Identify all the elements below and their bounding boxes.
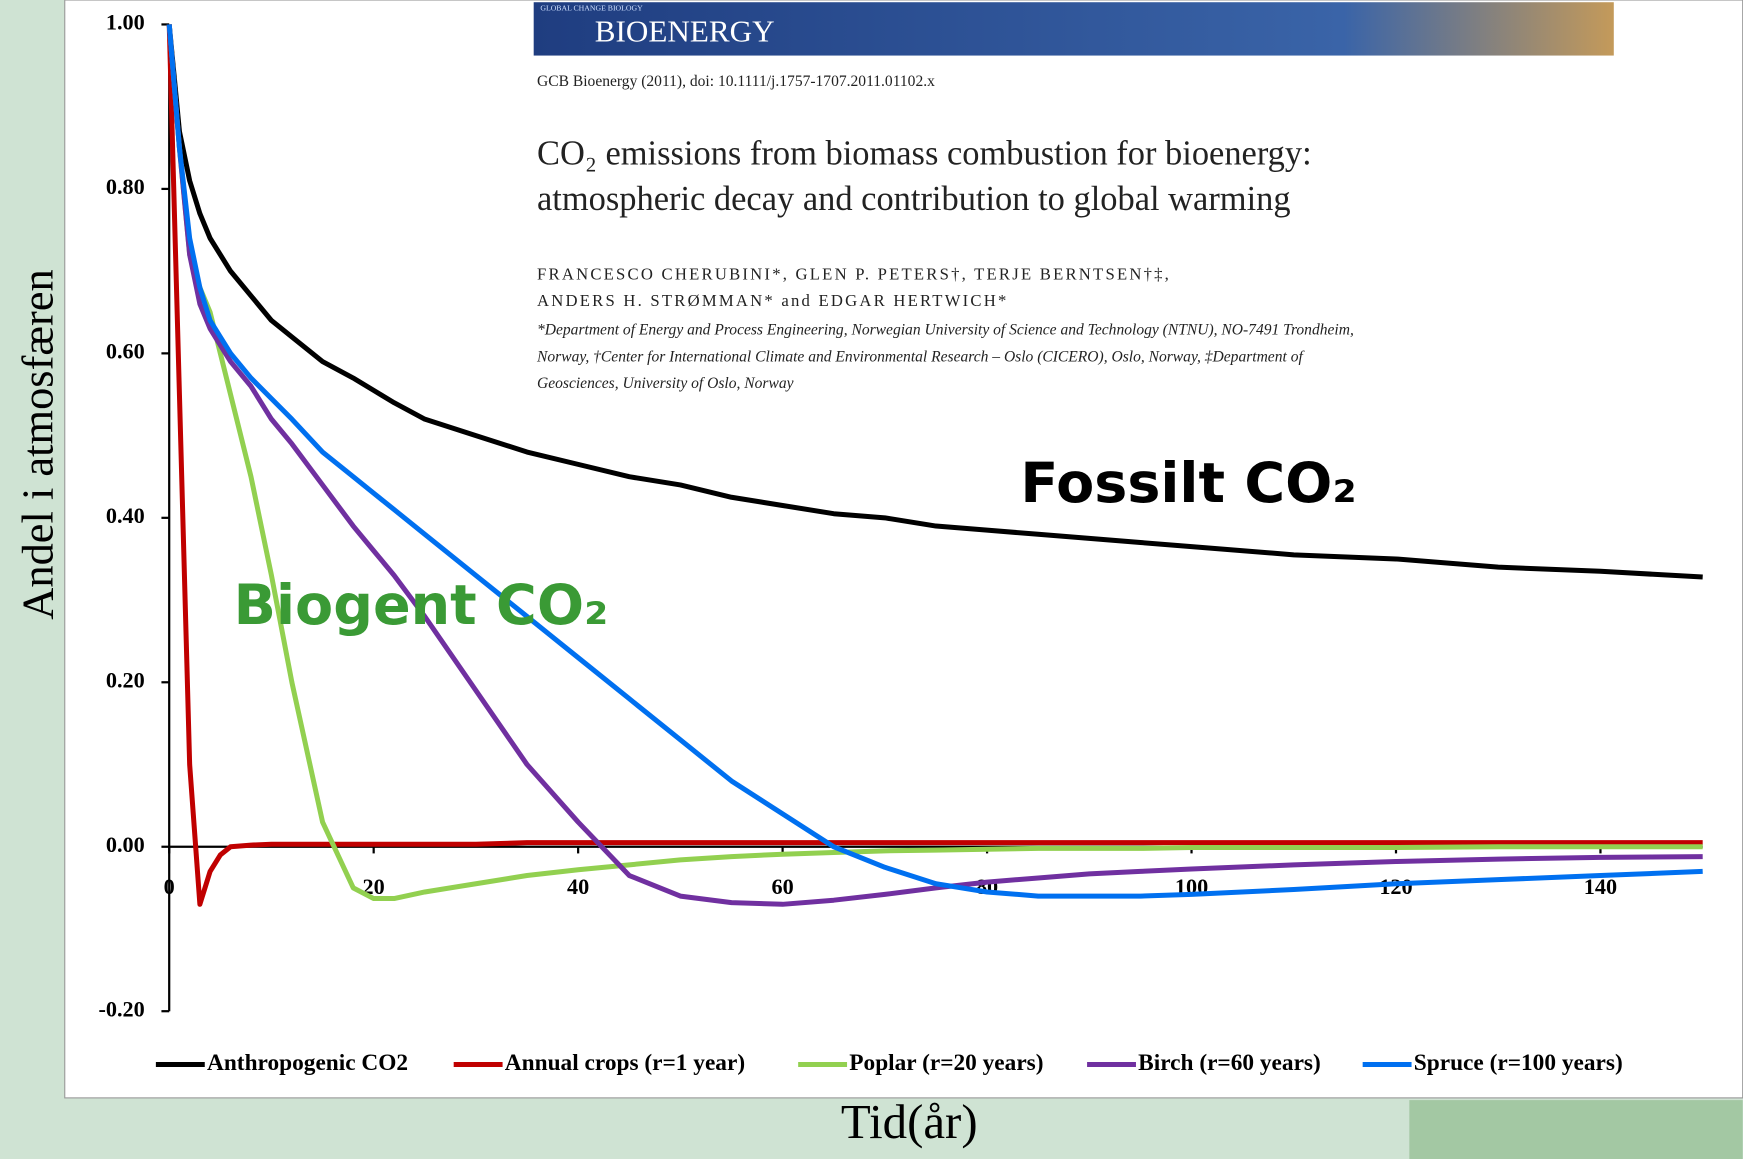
- paper-title: CO₂ emissions from biomass combustion fo…: [537, 135, 1312, 173]
- series-line: [166, 24, 1703, 907]
- journal-small: GLOBAL CHANGE BIOLOGY: [540, 4, 643, 13]
- legend-label: Spruce (r=100 years): [1414, 1050, 1623, 1076]
- series-line: [166, 24, 1703, 907]
- x-axis-label: Tid(år): [841, 1094, 978, 1149]
- authors: ANDERS H. STRØMMAN* and EDGAR HERTWICH*: [537, 291, 1009, 310]
- affiliation: *Department of Energy and Process Engine…: [537, 322, 1354, 339]
- journal-name: BIOENERGY: [595, 14, 775, 49]
- y-tick-label: 0.60: [106, 338, 145, 363]
- y-tick-label: -0.20: [98, 996, 144, 1021]
- plot-background: [64, 0, 1743, 1099]
- annotation: Fossilt CO₂: [1020, 451, 1356, 516]
- authors: FRANCESCO CHERUBINI*, GLEN P. PETERS†, T…: [537, 264, 1171, 283]
- series-line: [166, 24, 1703, 580]
- y-tick-label: 0.00: [106, 832, 145, 857]
- y-axis-label: Andel i atmosfæren: [13, 269, 63, 619]
- corner-block: [1409, 1100, 1743, 1159]
- affiliation: Norway, †Center for International Climat…: [536, 348, 1305, 365]
- x-tick-label: 80: [976, 874, 998, 899]
- y-tick-label: 1.00: [106, 10, 145, 35]
- x-tick-label: 0: [164, 874, 175, 899]
- legend-label: Annual crops (r=1 year): [505, 1050, 745, 1076]
- x-tick-label: 40: [567, 874, 589, 899]
- series-line: [166, 24, 1703, 899]
- legend-label: Poplar (r=20 years): [849, 1050, 1043, 1076]
- series-line: [166, 24, 1703, 902]
- legend-label: Anthropogenic CO2: [207, 1050, 408, 1076]
- annotation: Biogent CO₂: [234, 573, 609, 638]
- citation: GCB Bioenergy (2011), doi: 10.1111/j.175…: [537, 73, 935, 90]
- journal-banner: [533, 2, 1614, 56]
- paper-inset: GLOBAL CHANGE BIOLOGY BIOENERGY GCB Bioe…: [533, 2, 1614, 392]
- x-tick-label: 60: [771, 874, 793, 899]
- y-tick-label: 0.80: [106, 174, 145, 199]
- y-tick-label: 0.20: [106, 667, 145, 692]
- y-tick-label: 0.40: [106, 503, 145, 528]
- affiliation: Geosciences, University of Oslo, Norway: [537, 375, 794, 392]
- paper-title: atmospheric decay and contribution to gl…: [537, 180, 1291, 218]
- legend-label: Birch (r=60 years): [1138, 1050, 1321, 1076]
